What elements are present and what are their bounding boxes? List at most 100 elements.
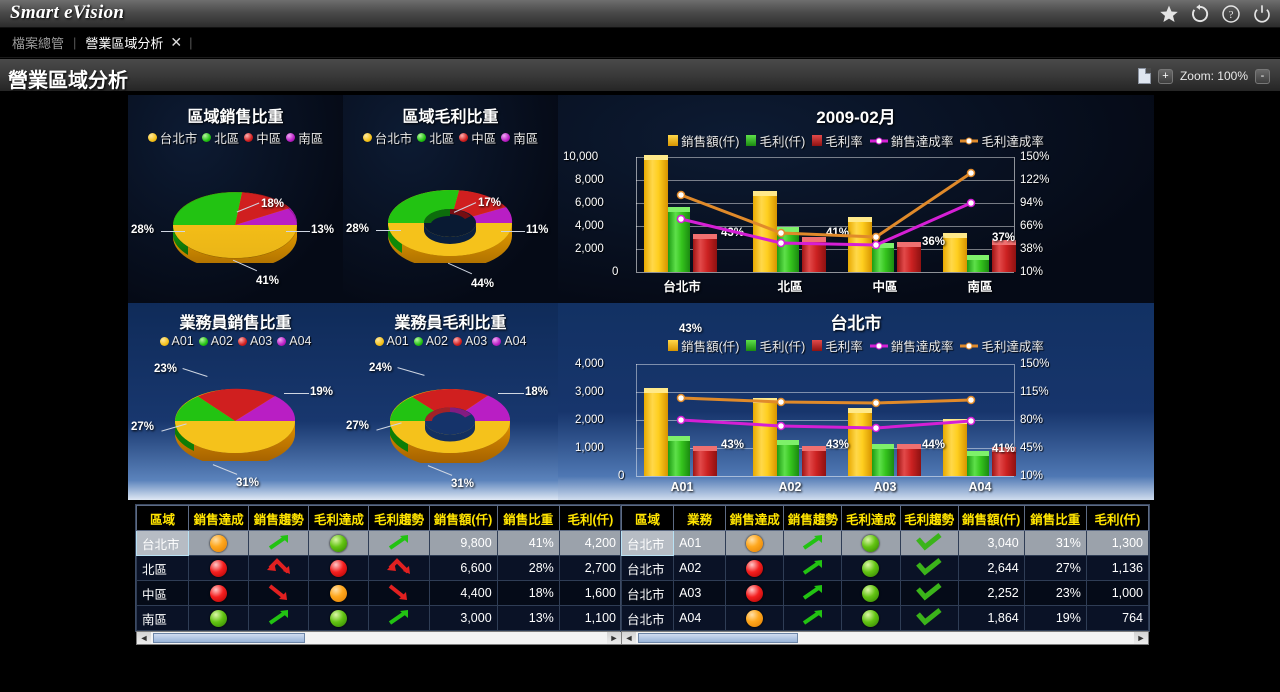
status-light-green-icon	[862, 609, 880, 627]
status-light-red-icon	[746, 559, 764, 577]
refresh-icon[interactable]	[1190, 4, 1210, 24]
th-sales-achv[interactable]: 銷售達成	[188, 505, 250, 531]
table-row[interactable]: 中區 4,400 18% 1,600	[135, 580, 623, 606]
legend-item: A04	[277, 334, 312, 348]
th-share[interactable]: 銷售比重	[496, 505, 560, 531]
bar-data-label: 36%	[922, 236, 946, 248]
th-gp-achv[interactable]: 毛利達成	[841, 505, 901, 531]
bar-data-label: 41%	[826, 227, 850, 239]
table-row[interactable]: 台北市 A02 2,644 27% 1,136	[620, 555, 1150, 581]
table-row[interactable]: 北區 6,600 28% 2,700	[135, 555, 623, 581]
table-row[interactable]: 南區 3,000 13% 1,100	[135, 605, 623, 631]
legend-swatch-a04	[492, 336, 502, 346]
th-sales[interactable]: 銷售額(仟)	[428, 505, 498, 531]
status-light-orange-icon	[746, 609, 764, 627]
y-tick-right: 45%	[1020, 442, 1044, 454]
scroll-left-icon[interactable]: ◄	[624, 633, 634, 643]
cell-sales: 3,000	[428, 605, 498, 631]
tab-file-explorer[interactable]: 檔案總管	[12, 36, 65, 51]
check-green-icon	[916, 582, 942, 600]
document-icon[interactable]	[1137, 68, 1151, 84]
power-icon[interactable]	[1252, 4, 1272, 24]
x-axis	[636, 476, 1014, 477]
pie-leader	[284, 393, 309, 394]
th-gp[interactable]: 毛利(仟)	[558, 505, 623, 531]
status-light-red-icon	[746, 584, 764, 602]
cell-sales-light	[188, 580, 250, 606]
pie-label: 41%	[256, 275, 280, 287]
cell-gp: 1,136	[1085, 555, 1150, 581]
pie-leader	[182, 368, 208, 377]
legend-item: 中區	[459, 128, 496, 147]
bar-data-label: 41%	[992, 443, 1016, 455]
status-light-red-icon	[210, 559, 228, 577]
x-category-label: A04	[968, 480, 992, 494]
arrow-up-green-icon	[802, 609, 822, 625]
scroll-right-icon[interactable]: ►	[609, 633, 619, 643]
legend-swatch-gp	[746, 340, 757, 351]
cell-gp-trend	[899, 605, 959, 631]
chart-taipei-rep-performance: 台北市 銷售額(仟) 毛利(仟) 毛利率 銷售達成率 毛利達成率	[558, 303, 1154, 500]
tab-sales-region-analysis[interactable]: 營業區域分析	[85, 36, 164, 51]
status-light-green-icon	[330, 609, 348, 627]
legend-item: A03	[453, 334, 487, 348]
legend-swatch-sales-achieve	[869, 137, 888, 144]
bar-sales	[644, 155, 668, 272]
table-row[interactable]: 台北市 A03 2,252 23% 1,000	[620, 580, 1150, 606]
legend-swatch-sales	[668, 135, 679, 146]
cell-share: 31%	[1023, 530, 1087, 556]
close-icon[interactable]: ✕	[170, 34, 183, 50]
rep-table-hscrollbar[interactable]: ◄ ►	[621, 631, 1149, 645]
pie-leader	[376, 230, 401, 231]
th-sales-trend[interactable]: 銷售趨勢	[783, 505, 843, 531]
th-region[interactable]: 區域	[620, 505, 675, 531]
scroll-track[interactable]	[636, 632, 1134, 644]
table-row[interactable]: 台北市 A04 1,864 19% 764	[620, 605, 1150, 631]
x-axis	[636, 272, 1014, 273]
table-row[interactable]: 台北市 A01 3,040 31% 1,300	[620, 530, 1150, 556]
bar-data-label: 44%	[922, 439, 946, 451]
th-region[interactable]: 區域	[135, 505, 190, 531]
gridline	[636, 203, 1014, 204]
cell-gp: 1,000	[1085, 580, 1150, 606]
y-tick-left: 2,000	[575, 243, 604, 255]
scroll-thumb[interactable]	[153, 633, 305, 643]
th-rep[interactable]: 業務	[673, 505, 727, 531]
bar-sales	[943, 233, 967, 272]
th-gp-trend[interactable]: 毛利趨勢	[899, 505, 959, 531]
cell-sales-light	[725, 530, 785, 556]
th-sales-achv[interactable]: 銷售達成	[725, 505, 785, 531]
th-gp-achv[interactable]: 毛利達成	[308, 505, 370, 531]
arrow-down-right-red-icon	[268, 583, 287, 600]
legend-item: 毛利率	[812, 336, 863, 355]
zoom-out-button[interactable]: -	[1255, 68, 1270, 84]
cell-gp: 1,100	[558, 605, 623, 631]
region-table-hscrollbar[interactable]: ◄ ►	[136, 631, 622, 645]
scroll-thumb[interactable]	[638, 633, 798, 643]
zoom-in-button[interactable]: +	[1157, 68, 1173, 84]
cell-gp-light	[308, 605, 370, 631]
th-sales[interactable]: 銷售額(仟)	[957, 505, 1025, 531]
cell-gp-light	[841, 530, 901, 556]
scroll-right-icon[interactable]: ►	[1136, 633, 1146, 643]
bar-data-label: 43%	[679, 323, 703, 335]
cell-sales-trend	[248, 530, 310, 556]
th-share[interactable]: 銷售比重	[1023, 505, 1087, 531]
cell-sales: 2,252	[957, 580, 1025, 606]
bar-gp	[872, 444, 894, 476]
th-sales-trend[interactable]: 銷售趨勢	[248, 505, 310, 531]
table-row[interactable]: 台北市 9,800 41% 4,200	[135, 530, 623, 556]
chart-legend: 銷售額(仟) 毛利(仟) 毛利率 銷售達成率 毛利達成率	[558, 131, 1154, 150]
arrow-up-green-icon	[802, 534, 822, 550]
star-icon[interactable]	[1159, 4, 1179, 24]
cell-gp-trend	[368, 555, 430, 581]
th-gp-trend[interactable]: 毛利趨勢	[368, 505, 430, 531]
help-icon[interactable]: ?	[1221, 4, 1241, 24]
scroll-left-icon[interactable]: ◄	[139, 633, 149, 643]
chart-legend: A01 A02 A03 A04	[343, 334, 558, 348]
donut3d-graphic	[390, 388, 511, 463]
th-gp[interactable]: 毛利(仟)	[1085, 505, 1150, 531]
scroll-track[interactable]	[151, 632, 607, 644]
y-axis-right	[1014, 157, 1015, 272]
cell-region: 台北市	[620, 530, 675, 556]
